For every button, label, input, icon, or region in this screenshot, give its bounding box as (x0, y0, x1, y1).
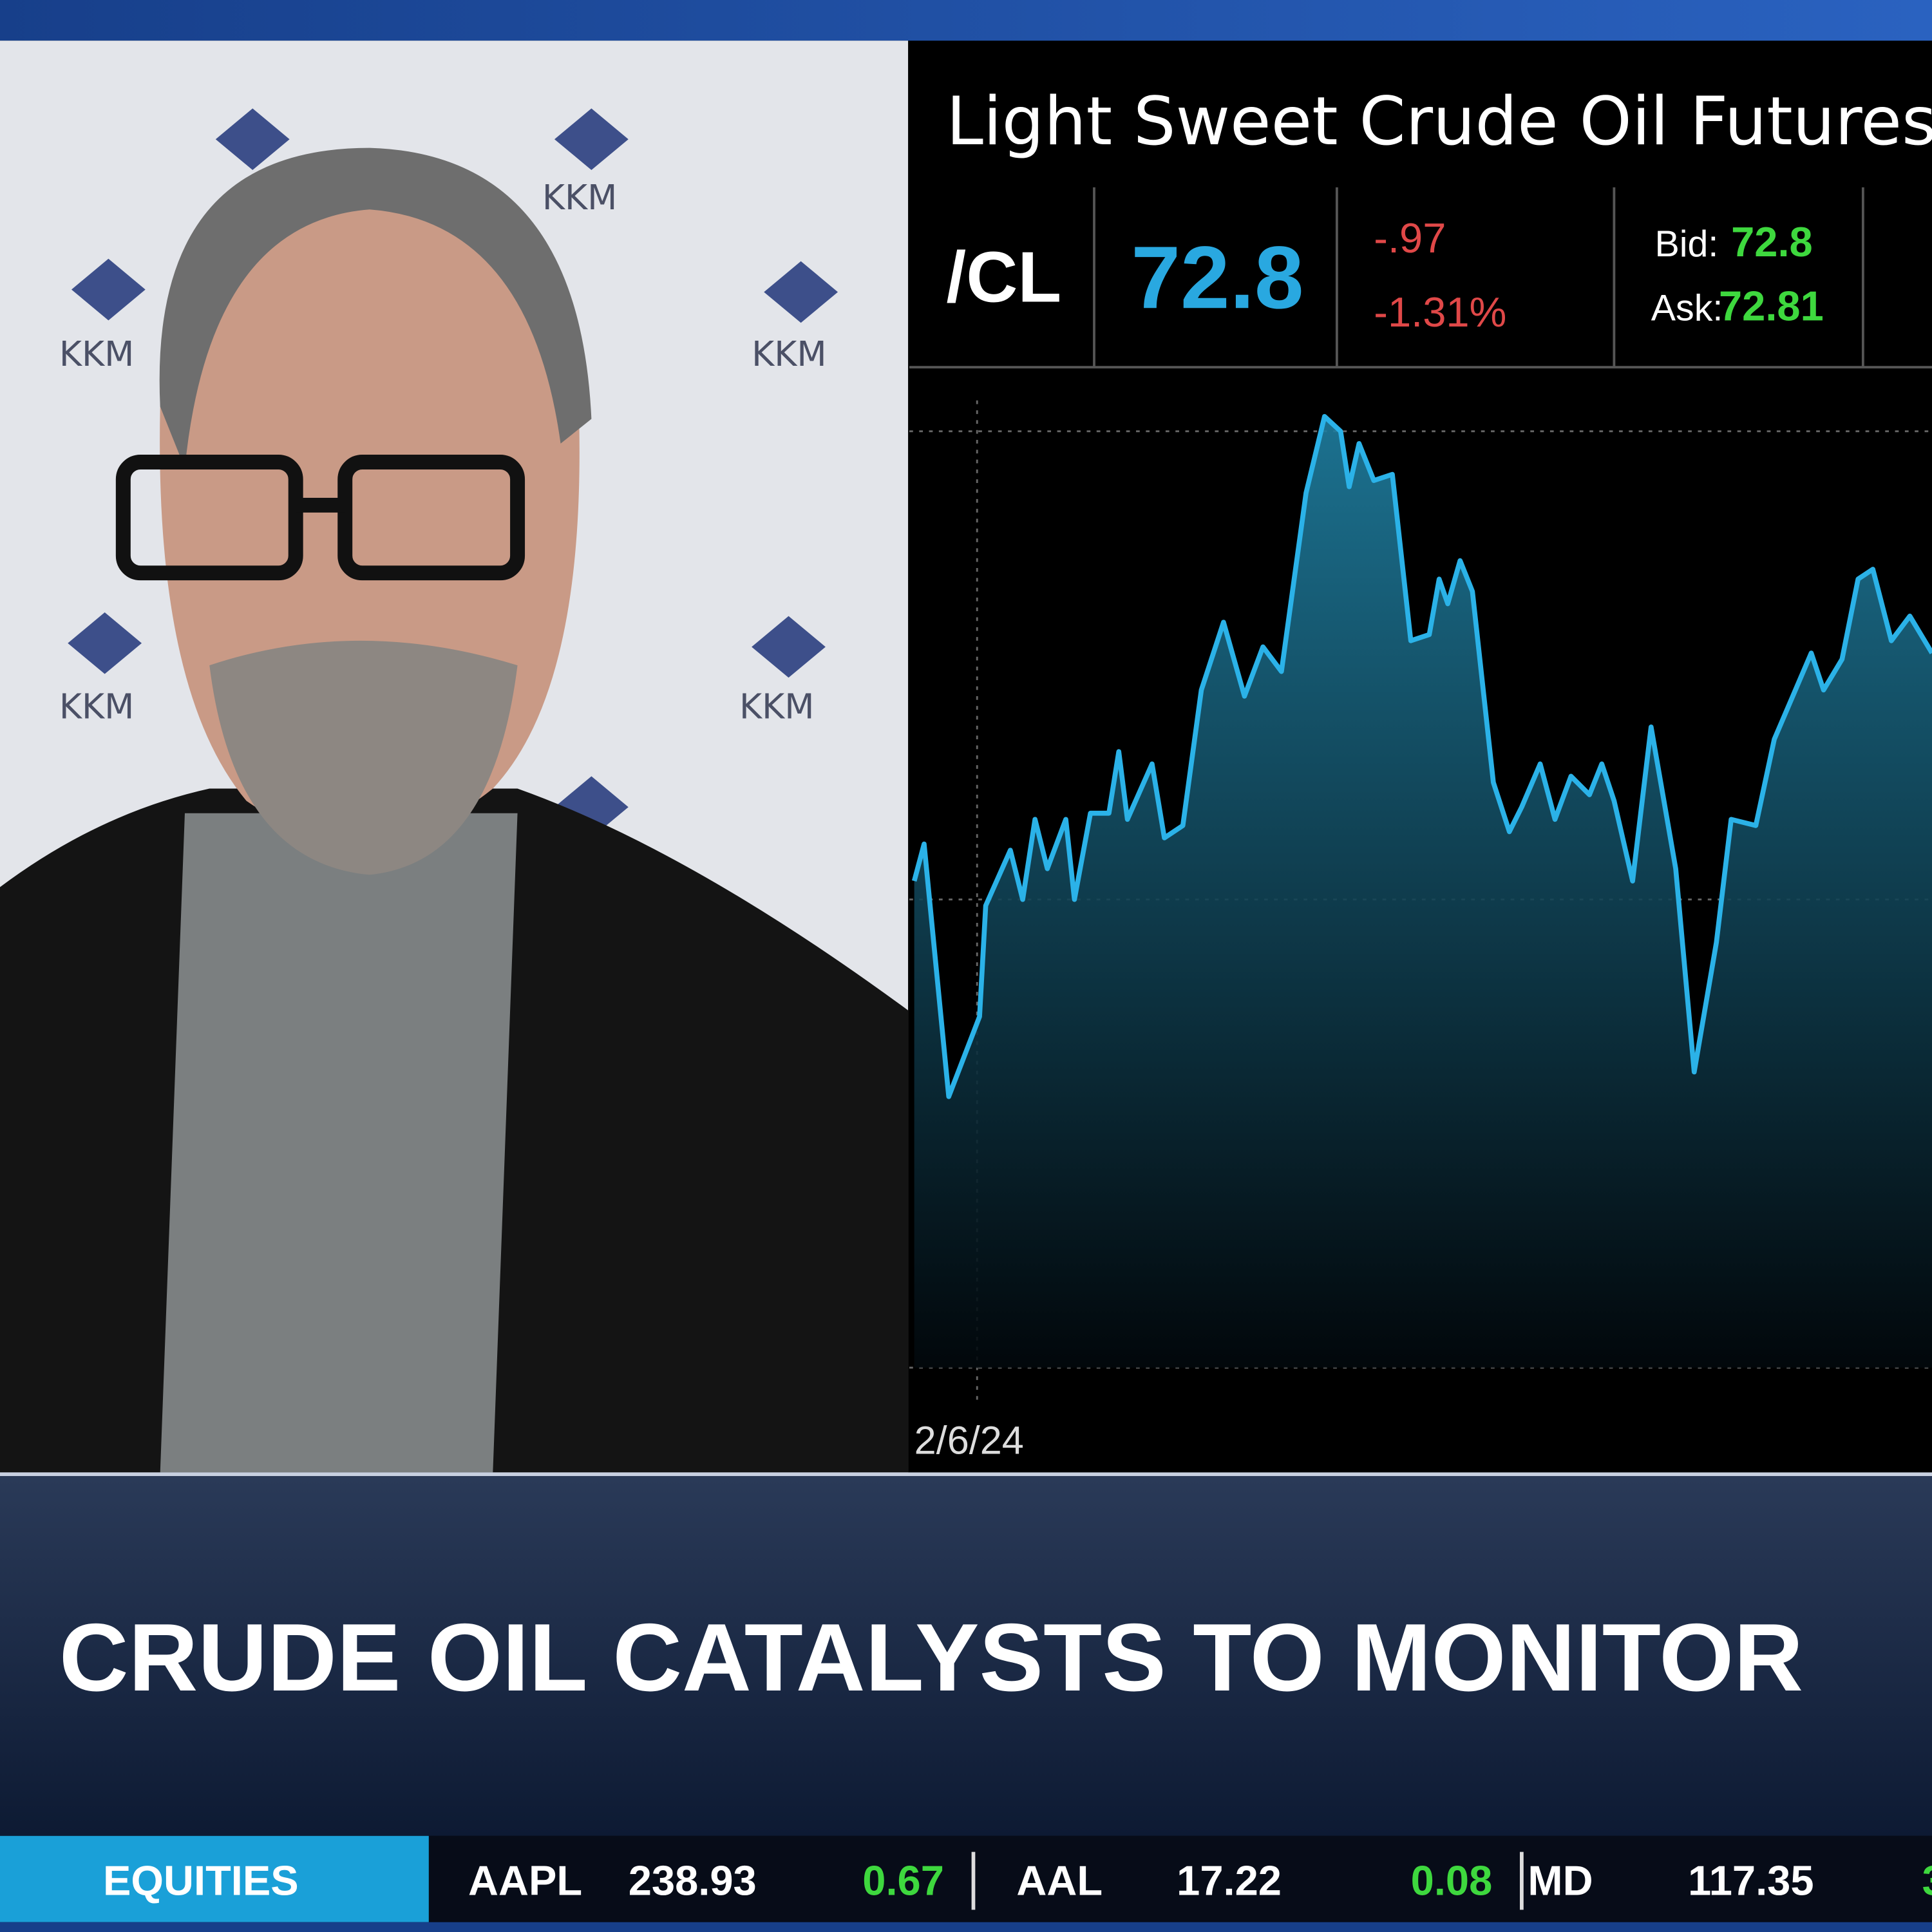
backdrop-logo-text: KKM (542, 177, 617, 218)
quote-panel: Light Sweet Crude Oil Futures, /CL 72.8 … (909, 43, 1932, 1473)
headline: CRUDE OIL CATALYSTS TO MONITOR (59, 1604, 1803, 1711)
guest-video: KKM KKM KKM KKM KKM (0, 41, 909, 1473)
price-change-pct: -1.31% (1374, 289, 1506, 336)
price-area (914, 416, 1932, 1368)
backdrop-logo-text: KKM (752, 334, 826, 374)
bid: 72.8 (1731, 218, 1813, 265)
top-bar (0, 0, 1932, 41)
ticker-change: 0.08 (1411, 1857, 1493, 1904)
backdrop-logo-text: KKM (59, 334, 134, 374)
ask-label: Ask: (1651, 287, 1723, 328)
last-price: 72.8 (1131, 228, 1303, 327)
backdrop-logo-text: KKM (739, 686, 814, 726)
ticker-symbol: AAL (1016, 1857, 1103, 1904)
bid-label: Bid: (1655, 223, 1719, 265)
ticker-change: 0.67 (862, 1857, 944, 1904)
price-change: -.97 (1374, 214, 1446, 261)
date-label: 2/6/24 (914, 1419, 1024, 1463)
ticker-price: 117.35 (1688, 1857, 1814, 1904)
quote-title: Light Sweet Crude Oil Futures, (946, 83, 1932, 160)
ticker-symbol: MD (1528, 1857, 1593, 1904)
symbol: /CL (946, 238, 1061, 317)
ticker-price: 238.93 (629, 1857, 757, 1904)
headline-band (0, 1476, 1932, 1836)
price-line (911, 413, 1932, 1099)
ticker-items: AAPL 238.93 0.67 AAL 17.22 0.08 MD 117.35 3.1 (468, 1852, 1932, 1910)
ask: 72.81 (1719, 282, 1824, 329)
ticker-section-box (0, 1835, 429, 1922)
backdrop-logo-text: KKM (59, 686, 134, 726)
ticker-change: 3.1 (1922, 1857, 1932, 1904)
ticker-price: 17.22 (1177, 1857, 1282, 1904)
ticker-section: EQUITIES (103, 1857, 299, 1904)
ticker-symbol: AAPL (468, 1857, 582, 1904)
